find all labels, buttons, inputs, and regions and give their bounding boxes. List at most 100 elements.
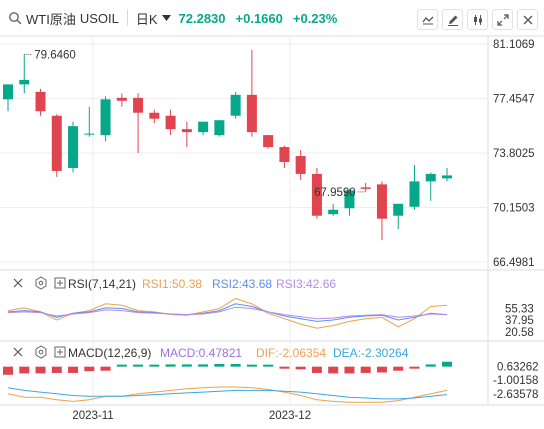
period-selector[interactable]: 日K bbox=[136, 9, 171, 28]
macd-bar bbox=[51, 366, 62, 373]
candle-body bbox=[360, 187, 371, 189]
macd-bar bbox=[393, 366, 404, 371]
rsi2-value: RSI2:43.68 bbox=[212, 277, 272, 291]
macd-bar bbox=[311, 366, 322, 373]
macd-bar bbox=[442, 361, 452, 367]
rsi-collapse-icon[interactable] bbox=[54, 277, 66, 289]
low-label: 67.9590 bbox=[314, 187, 356, 199]
macd-bar bbox=[116, 364, 127, 367]
price-axis-label: 73.8025 bbox=[493, 148, 535, 160]
macd-bar bbox=[376, 366, 387, 373]
rsi-axis-label: 37.95 bbox=[505, 315, 534, 327]
macd-bar bbox=[19, 366, 30, 374]
candle-body bbox=[35, 91, 46, 112]
rsi-settings-icon[interactable] bbox=[35, 276, 47, 290]
macd-bars bbox=[3, 361, 452, 403]
fullscreen-button[interactable] bbox=[492, 9, 513, 30]
price-change-percent: +0.23% bbox=[292, 10, 338, 26]
candlestick-icon bbox=[473, 14, 482, 25]
macd-bar bbox=[181, 364, 192, 367]
candle-body bbox=[165, 115, 176, 130]
macd-settings-icon[interactable] bbox=[35, 345, 47, 359]
candle-body bbox=[263, 135, 274, 148]
candle-body bbox=[442, 175, 452, 179]
last-price: 72.2830 bbox=[178, 10, 226, 26]
symbol-code: USOIL bbox=[79, 10, 119, 26]
price-change: +0.1660 bbox=[235, 10, 283, 26]
price-axis-label: 81.1069 bbox=[493, 39, 535, 51]
search-icon bbox=[9, 12, 22, 25]
candle-body bbox=[198, 121, 209, 133]
candle-body bbox=[328, 209, 339, 215]
triangle-down-icon bbox=[161, 15, 171, 21]
date-axis-label: 2023-12 bbox=[269, 410, 311, 422]
candle-body bbox=[214, 120, 225, 136]
rsi-axis-label: 55.33 bbox=[505, 303, 534, 315]
rsi-line-rsi3 bbox=[7, 306, 448, 320]
candle-body bbox=[19, 79, 30, 85]
macd-line-dif bbox=[7, 386, 448, 403]
macd-bar bbox=[425, 364, 436, 367]
macd-bar bbox=[133, 364, 144, 367]
symbol-selector[interactable]: WTI原油 USOIL bbox=[8, 9, 119, 28]
trend-line-icon bbox=[421, 16, 433, 24]
macd-bar bbox=[263, 364, 274, 367]
candle-body bbox=[84, 133, 95, 135]
rsi-title: RSI(7,14,21) bbox=[68, 277, 136, 291]
candle-body bbox=[425, 173, 436, 182]
axis-text: 81.1069 77.4547 73.8025 70.1503 66.4981 2023-… bbox=[24, 39, 539, 422]
macd-bar bbox=[68, 366, 79, 373]
macd-axis-label: -2.63578 bbox=[493, 389, 538, 401]
candle-body bbox=[51, 115, 62, 171]
macd-axis-label: 0.63262 bbox=[497, 361, 539, 373]
rsi1-value: RSI1:50.38 bbox=[142, 277, 202, 291]
symbol-name: WTI原油 bbox=[26, 11, 76, 27]
macd-bar bbox=[84, 366, 95, 372]
candle-body bbox=[3, 84, 13, 100]
chart-header: WTI原油 USOIL 日K 72.2830 +0.1660 +0.23% bbox=[0, 0, 544, 36]
indicator-button[interactable] bbox=[417, 9, 438, 30]
macd-bar bbox=[230, 363, 241, 367]
grid bbox=[0, 35, 544, 406]
price-axis-label: 77.4547 bbox=[493, 94, 535, 106]
candle-body bbox=[344, 190, 355, 209]
candle-body bbox=[393, 203, 404, 216]
candle-body bbox=[295, 156, 306, 174]
macd-close-icon[interactable] bbox=[13, 347, 23, 357]
candle-body bbox=[133, 97, 144, 113]
macd-axis-label: -1.00158 bbox=[493, 375, 538, 387]
macd-bar bbox=[295, 366, 306, 370]
close-icon bbox=[523, 15, 532, 24]
macd-bar bbox=[360, 366, 371, 373]
candle-body bbox=[409, 181, 420, 207]
rsi-close-icon[interactable] bbox=[13, 278, 23, 288]
pencil-icon bbox=[447, 15, 458, 26]
rsi-line-rsi1 bbox=[7, 297, 448, 329]
macd-bar bbox=[149, 364, 160, 367]
macd-bar bbox=[214, 363, 225, 367]
macd-bar bbox=[165, 364, 176, 367]
price-axis-label: 66.4981 bbox=[493, 257, 535, 269]
price-axis-label: 70.1503 bbox=[493, 203, 535, 215]
macd-title: MACD(12,26,9) bbox=[68, 346, 151, 360]
candle-body bbox=[246, 94, 257, 133]
period-label: 日K bbox=[135, 11, 158, 27]
candle-body bbox=[279, 147, 290, 162]
date-axis-label: 2023-11 bbox=[72, 410, 113, 422]
dea-value: DEA:-2.30264 bbox=[333, 346, 409, 360]
macd-collapse-icon[interactable] bbox=[54, 346, 66, 358]
macd-line-dea bbox=[7, 387, 448, 400]
rsi-line-rsi2 bbox=[7, 303, 448, 322]
candle-body bbox=[100, 99, 111, 136]
draw-button[interactable] bbox=[442, 9, 463, 30]
chart-type-button[interactable] bbox=[467, 9, 488, 30]
dif-value: DIF:-2.06354 bbox=[256, 346, 326, 360]
expand-icon bbox=[496, 13, 509, 26]
divider bbox=[126, 10, 128, 26]
candles bbox=[3, 50, 452, 241]
close-button[interactable] bbox=[517, 9, 538, 30]
macd-bar bbox=[246, 364, 257, 367]
macd-bar bbox=[198, 364, 209, 367]
high-label: 79.6460 bbox=[34, 50, 76, 62]
